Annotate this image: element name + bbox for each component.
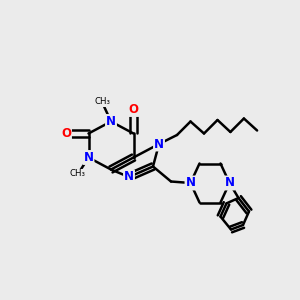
Text: N: N — [124, 170, 134, 184]
Text: CH₃: CH₃ — [70, 169, 86, 178]
Text: N: N — [185, 176, 196, 190]
Text: O: O — [61, 127, 71, 140]
Text: N: N — [154, 137, 164, 151]
Text: N: N — [106, 115, 116, 128]
Text: CH₃: CH₃ — [94, 98, 110, 106]
Text: N: N — [83, 151, 94, 164]
Text: N: N — [224, 176, 235, 190]
Text: O: O — [128, 103, 139, 116]
